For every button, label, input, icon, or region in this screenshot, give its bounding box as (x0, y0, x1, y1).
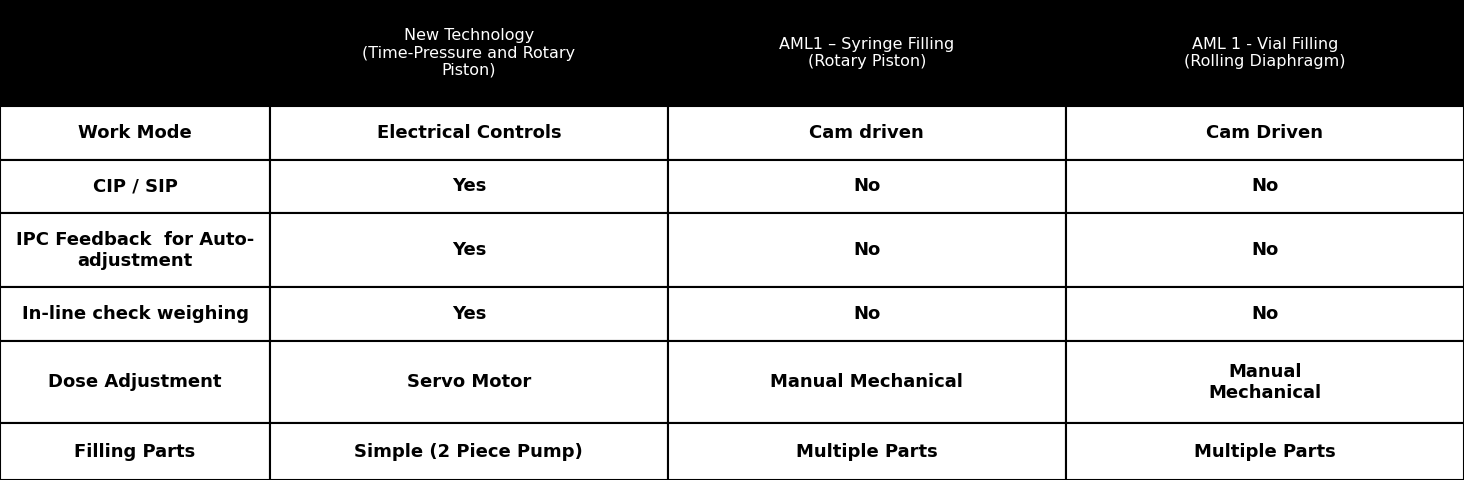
Bar (1066, 288, 1464, 341)
Bar (269, 341, 668, 423)
Text: Filling Parts: Filling Parts (75, 443, 196, 461)
Bar (668, 213, 1066, 288)
Bar (1066, 0, 1464, 106)
Text: Work Mode: Work Mode (78, 124, 192, 142)
Bar (1066, 423, 1464, 480)
Text: Yes: Yes (452, 305, 486, 323)
Text: IPC Feedback  for Auto-
adjustment: IPC Feedback for Auto- adjustment (16, 231, 255, 270)
Text: In-line check weighing: In-line check weighing (22, 305, 249, 323)
Text: No: No (854, 241, 880, 259)
Text: No: No (1252, 178, 1278, 195)
Bar (0, 213, 269, 288)
Text: Yes: Yes (452, 178, 486, 195)
Bar (0, 106, 269, 160)
Text: Dose Adjustment: Dose Adjustment (48, 373, 223, 391)
Bar (0, 160, 269, 213)
Bar (0, 288, 269, 341)
Text: No: No (854, 305, 880, 323)
Text: AML 1 - Vial Filling
(Rolling Diaphragm): AML 1 - Vial Filling (Rolling Diaphragm) (1184, 37, 1345, 69)
Bar (269, 106, 668, 160)
Bar (0, 0, 269, 106)
Bar (668, 106, 1066, 160)
Text: Servo Motor: Servo Motor (407, 373, 531, 391)
Bar (269, 213, 668, 288)
Text: CIP / SIP: CIP / SIP (92, 178, 177, 195)
Bar (269, 160, 668, 213)
Text: Electrical Controls: Electrical Controls (376, 124, 561, 142)
Bar (0, 423, 269, 480)
Bar (668, 423, 1066, 480)
Text: Manual
Mechanical: Manual Mechanical (1208, 363, 1322, 402)
Text: Cam driven: Cam driven (810, 124, 924, 142)
Bar (0, 341, 269, 423)
Text: No: No (1252, 305, 1278, 323)
Bar (1066, 213, 1464, 288)
Text: Multiple Parts: Multiple Parts (1195, 443, 1335, 461)
Text: No: No (854, 178, 880, 195)
Bar (1066, 160, 1464, 213)
Text: Cam Driven: Cam Driven (1206, 124, 1323, 142)
Text: AML1 – Syringe Filling
(Rotary Piston): AML1 – Syringe Filling (Rotary Piston) (779, 37, 955, 69)
Bar (668, 288, 1066, 341)
Text: New Technology
(Time-Pressure and Rotary
Piston): New Technology (Time-Pressure and Rotary… (362, 28, 575, 78)
Bar (1066, 106, 1464, 160)
Bar (668, 0, 1066, 106)
Bar (668, 341, 1066, 423)
Text: Multiple Parts: Multiple Parts (796, 443, 937, 461)
Bar (1066, 341, 1464, 423)
Text: Simple (2 Piece Pump): Simple (2 Piece Pump) (354, 443, 583, 461)
Bar (668, 160, 1066, 213)
Bar (269, 423, 668, 480)
Text: No: No (1252, 241, 1278, 259)
Bar (269, 288, 668, 341)
Text: Yes: Yes (452, 241, 486, 259)
Bar (269, 0, 668, 106)
Text: Manual Mechanical: Manual Mechanical (770, 373, 963, 391)
